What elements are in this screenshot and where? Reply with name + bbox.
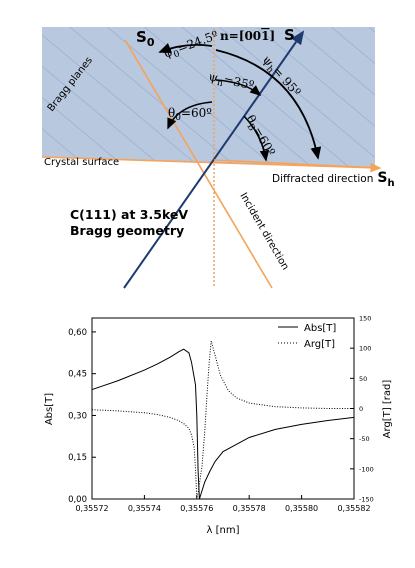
series-layer [91, 340, 355, 500]
n-label: n=[001] [220, 29, 275, 43]
x-tick-label: 0,35582 [337, 504, 370, 513]
y-right-tick-label: -100 [359, 465, 374, 473]
psih-arc [215, 49, 322, 160]
y-right-tick-label: 150 [359, 315, 371, 323]
s0-label: S0 [136, 28, 155, 49]
y-right-tick-label: -50 [359, 435, 370, 443]
diffracted-arrow [213, 159, 382, 173]
diagram-title-line1: C(111) at 3.5keV [70, 207, 188, 222]
crystal-surface-line [41, 156, 379, 169]
y-right-tick-label: 100 [359, 345, 371, 353]
y-left-tick-label: 0,30 [68, 411, 87, 421]
incident-label: Incident direction [237, 191, 290, 272]
diffracted-label: Diffracted direction Sh [272, 170, 395, 189]
y-right-tick-label: -150 [359, 496, 374, 504]
y-axis-right-ticks: -150 -100 -50 0 50 100 150 [350, 315, 374, 504]
legend-label-abs: Abs[T] [304, 323, 336, 334]
theta0-arc [167, 101, 213, 130]
transmission-chart: 0,35572 0,35574 0,35576 0,35578 0,35580 0,355… [44, 315, 393, 537]
theta0-label: θ0=60º [168, 106, 212, 123]
x-tick-label: 0,35578 [233, 504, 266, 513]
diagram-title-line2: Bragg geometry [70, 223, 184, 238]
x-tick-label: 0,35580 [285, 504, 318, 513]
psi0-arc [158, 42, 213, 54]
y-axis-right-label: Arg[T] [rad] [382, 380, 393, 439]
y-axis-left-label: Abs[T] [44, 393, 55, 425]
y-axis-left-ticks: 0,00 0,15 0,30 0,45 0,60 [68, 328, 96, 505]
bragg-hatching [42, 27, 375, 168]
y-left-tick-label: 0,60 [68, 328, 87, 338]
legend: Abs[T] Arg[T] [278, 323, 336, 350]
y-right-tick-label: 50 [359, 375, 367, 383]
y-left-tick-label: 0,45 [68, 370, 87, 380]
psi0-label: ψ0=24.5º [161, 28, 221, 64]
thetab-arc [243, 115, 270, 162]
x-tick-label: 0,35576 [180, 504, 213, 513]
x-axis-ticks: 0,35572 0,35574 0,35576 0,35578 0,35580 0,355… [75, 495, 371, 513]
legend-label-arg: Arg[T] [304, 339, 335, 350]
s-vector [123, 30, 305, 289]
crystal-surface-label: Crystal surface [44, 157, 119, 168]
y-right-tick-label: 0 [359, 405, 363, 413]
bragg-diagram: S0 S n=[001] ψ0=24.5º ψh= 95º ψn=35º θ0=… [41, 26, 395, 289]
y-left-tick-label: 0,00 [68, 495, 87, 505]
x-tick-label: 0,35574 [128, 504, 161, 513]
x-tick-label: 0,35572 [75, 504, 108, 513]
incident-line [124, 39, 273, 289]
series-line-abs [91, 348, 355, 500]
s-label: S [284, 26, 295, 44]
y-left-tick-label: 0,15 [68, 453, 87, 463]
psin-label: ψn=35º [207, 69, 256, 95]
psin-arc [215, 79, 262, 97]
series-line-arg [91, 340, 354, 498]
x-axis-label: λ [nm] [207, 525, 240, 536]
